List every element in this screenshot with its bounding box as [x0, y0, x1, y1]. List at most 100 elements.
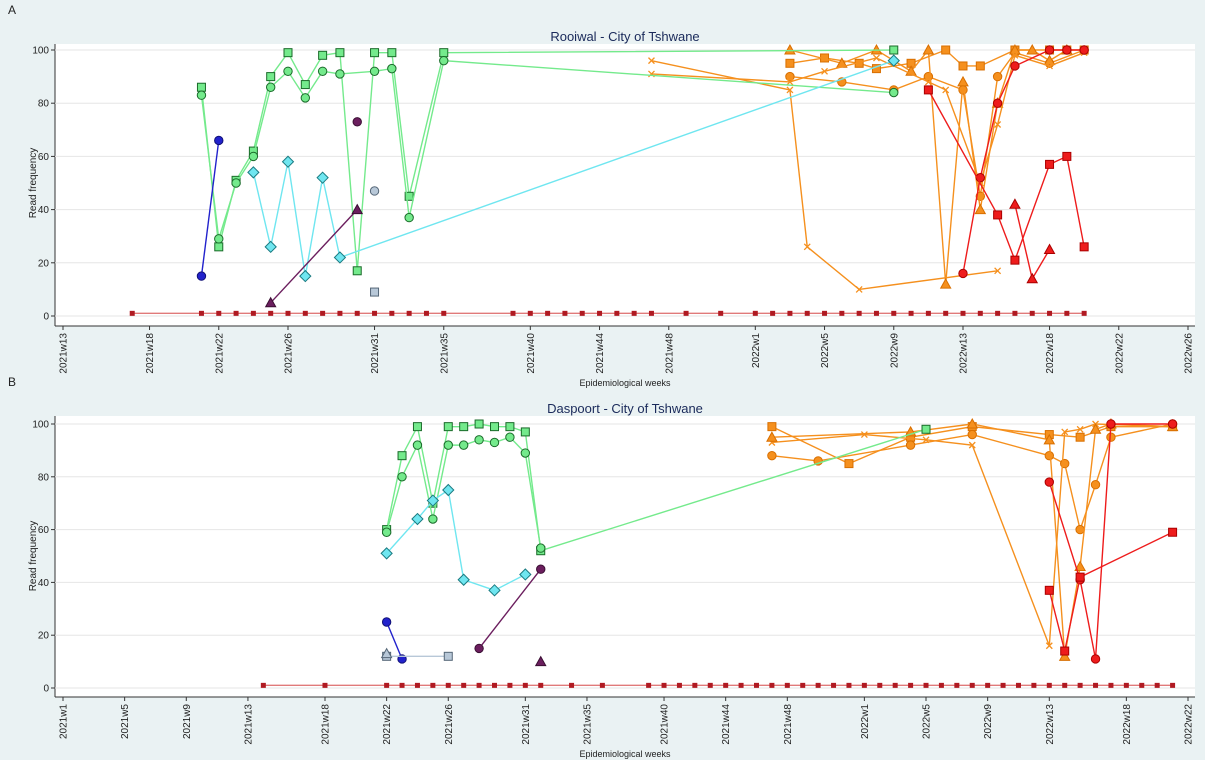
- point: [285, 310, 291, 316]
- point: [1015, 682, 1021, 688]
- x-tick-label: 2022w5: [922, 704, 933, 739]
- point: [505, 422, 515, 432]
- point: [786, 86, 794, 94]
- point: [320, 310, 326, 316]
- point: [457, 573, 470, 586]
- panel-label: B: [8, 375, 16, 389]
- point: [968, 441, 976, 449]
- point: [300, 93, 311, 103]
- point: [993, 210, 1003, 220]
- point: [821, 67, 828, 75]
- point: [196, 271, 207, 281]
- point: [922, 43, 935, 55]
- point: [248, 151, 259, 162]
- y-tick-label: 60: [38, 525, 50, 536]
- y-tick-label: 20: [38, 258, 50, 269]
- point: [414, 682, 420, 688]
- point: [974, 203, 987, 215]
- point: [1044, 450, 1055, 461]
- point: [599, 682, 605, 688]
- point: [412, 422, 422, 432]
- point: [1075, 524, 1085, 535]
- point: [337, 310, 343, 316]
- point: [977, 310, 983, 316]
- point: [891, 310, 897, 316]
- point: [196, 90, 207, 100]
- point: [831, 682, 837, 688]
- point: [536, 564, 546, 574]
- point: [1090, 480, 1101, 490]
- point: [1139, 682, 1145, 688]
- point: [1074, 560, 1086, 572]
- x-tick-label: 2022w22: [1114, 333, 1125, 374]
- x-axis-label: Epidemiological weeks: [579, 378, 671, 388]
- point: [1075, 432, 1085, 442]
- point: [860, 431, 868, 439]
- point: [938, 682, 944, 688]
- point: [1031, 682, 1037, 688]
- x-tick-label: 2021w26: [284, 333, 295, 374]
- point: [1044, 45, 1055, 55]
- x-tick-label: 2021w13: [243, 704, 254, 745]
- x-tick-label: 2021w31: [370, 333, 381, 374]
- point: [214, 242, 224, 252]
- point: [380, 647, 393, 659]
- series-line: [478, 568, 542, 649]
- point: [266, 72, 276, 82]
- point: [923, 85, 933, 95]
- point: [231, 178, 241, 188]
- point: [443, 651, 453, 661]
- x-tick-label: 2021w40: [660, 704, 671, 745]
- point: [380, 547, 393, 560]
- point: [924, 78, 932, 86]
- point: [317, 66, 328, 76]
- point: [302, 310, 308, 316]
- point: [354, 310, 360, 316]
- point: [723, 682, 729, 688]
- point: [1090, 654, 1101, 664]
- point: [856, 310, 862, 316]
- point: [281, 155, 295, 168]
- point: [942, 86, 950, 94]
- point: [406, 310, 412, 316]
- x-tick-label: 2022w13: [959, 333, 970, 374]
- y-tick-label: 100: [32, 46, 49, 57]
- point: [527, 310, 533, 316]
- x-tick-label: 2021w5: [120, 704, 131, 739]
- point: [969, 682, 975, 688]
- series-line: [385, 621, 403, 660]
- point: [519, 568, 532, 581]
- point: [877, 682, 883, 688]
- point: [1089, 423, 1102, 434]
- point: [943, 310, 949, 316]
- point: [967, 429, 977, 440]
- point: [520, 448, 531, 458]
- point: [300, 80, 310, 90]
- point: [443, 440, 453, 450]
- point: [692, 682, 698, 688]
- point: [1154, 682, 1160, 688]
- y-tick-label: 80: [38, 472, 50, 483]
- point: [1045, 642, 1053, 650]
- point: [954, 682, 960, 688]
- point: [1043, 433, 1056, 445]
- point: [520, 427, 530, 437]
- y-tick-label: 20: [38, 631, 50, 642]
- point: [908, 310, 914, 316]
- y-tick-label: 60: [38, 152, 50, 163]
- point: [784, 682, 790, 688]
- point: [247, 166, 260, 179]
- point: [1170, 682, 1176, 688]
- point: [784, 43, 796, 55]
- point: [322, 682, 328, 688]
- point: [861, 682, 867, 688]
- point: [488, 584, 501, 597]
- x-tick-label: 2021w31: [521, 704, 532, 745]
- x-tick-label: 2022w1: [751, 333, 762, 368]
- point: [507, 682, 513, 688]
- point: [922, 436, 930, 444]
- point: [381, 617, 392, 627]
- y-tick-label: 80: [38, 99, 50, 110]
- x-tick-label: 2021w44: [595, 333, 606, 374]
